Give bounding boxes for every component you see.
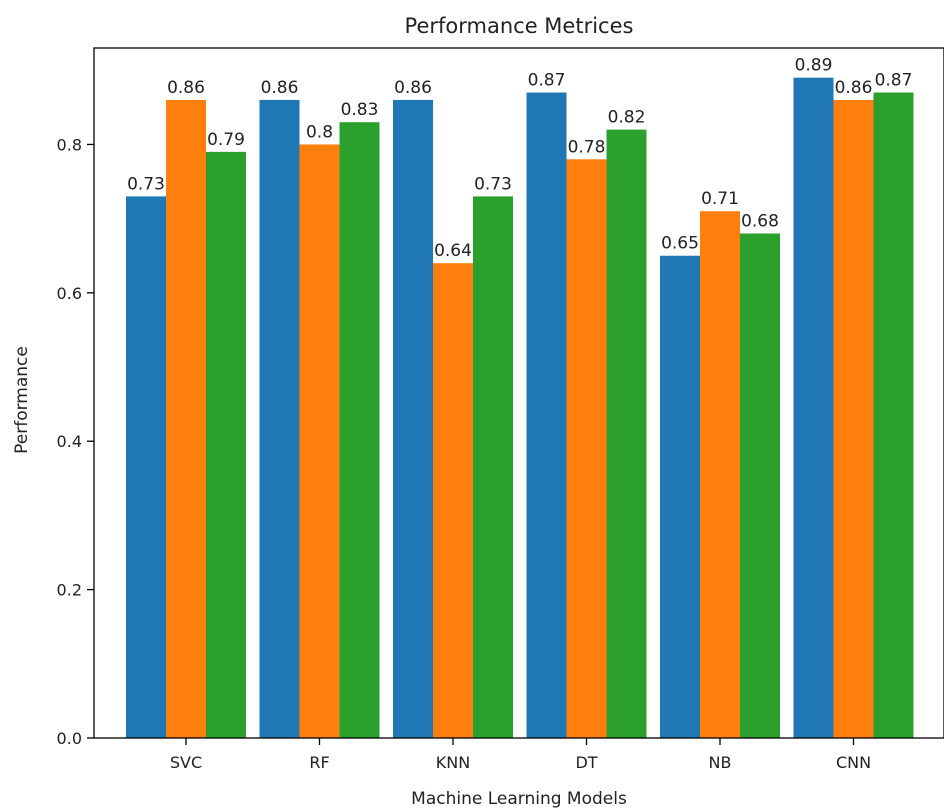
x-tick-label: RF: [309, 753, 329, 772]
data-label: 0.8: [306, 122, 333, 142]
data-label: 0.71: [701, 189, 739, 209]
bar: [339, 122, 380, 739]
x-tick-label: CNN: [836, 753, 871, 772]
data-label: 0.86: [394, 78, 432, 98]
data-label: 0.64: [434, 241, 472, 261]
y-axis-title: Performance: [12, 346, 32, 454]
data-label: 0.86: [167, 78, 205, 98]
data-label: 0.83: [341, 100, 379, 120]
chart-title: Performance Metrices: [405, 14, 634, 38]
y-tick-label: 0.6: [57, 284, 82, 303]
bar: [126, 196, 166, 739]
bar: [259, 99, 300, 738]
bar: [526, 92, 567, 739]
bar: [166, 99, 206, 738]
data-label: 0.78: [568, 137, 606, 157]
y-tick-label: 0.4: [57, 432, 82, 451]
data-label: 0.86: [261, 78, 299, 98]
plot-area: 0.0 0.2 0.4 0.6 0.8 SVC 0.73 0.86 0.79 RF 0.86 0.8 0…: [57, 56, 914, 772]
bar: [606, 129, 647, 738]
bar: [433, 263, 473, 738]
data-label: 0.86: [835, 78, 873, 98]
x-tick-label: SVC: [170, 753, 202, 772]
x-tick-label: DT: [575, 753, 597, 772]
plot-frame: [93, 47, 944, 739]
bar: [700, 211, 740, 738]
bar: [206, 151, 246, 738]
y-tick-label: 0.2: [57, 581, 82, 600]
x-axis-title: Machine Learning Models: [411, 789, 627, 809]
bar: [473, 196, 513, 739]
data-label: 0.87: [875, 71, 913, 91]
bar: [793, 77, 834, 738]
x-tick-label: NB: [709, 753, 732, 772]
bar: [660, 255, 700, 738]
data-label: 0.65: [661, 234, 699, 254]
bar: [873, 92, 914, 739]
data-label: 0.82: [608, 108, 646, 128]
data-label: 0.73: [127, 174, 165, 194]
y-tick-label: 0.8: [57, 135, 82, 154]
bar: [566, 159, 607, 738]
data-label: 0.79: [207, 130, 245, 150]
data-label: 0.68: [741, 211, 779, 231]
bar: [833, 99, 874, 738]
data-label: 0.87: [528, 71, 566, 91]
y-tick-label: 0.0: [57, 729, 82, 748]
data-label: 0.73: [474, 174, 512, 194]
bar: [740, 233, 780, 738]
x-tick-label: KNN: [436, 753, 470, 772]
bar: [299, 144, 340, 739]
bar: [393, 99, 433, 738]
data-label: 0.89: [795, 56, 833, 76]
